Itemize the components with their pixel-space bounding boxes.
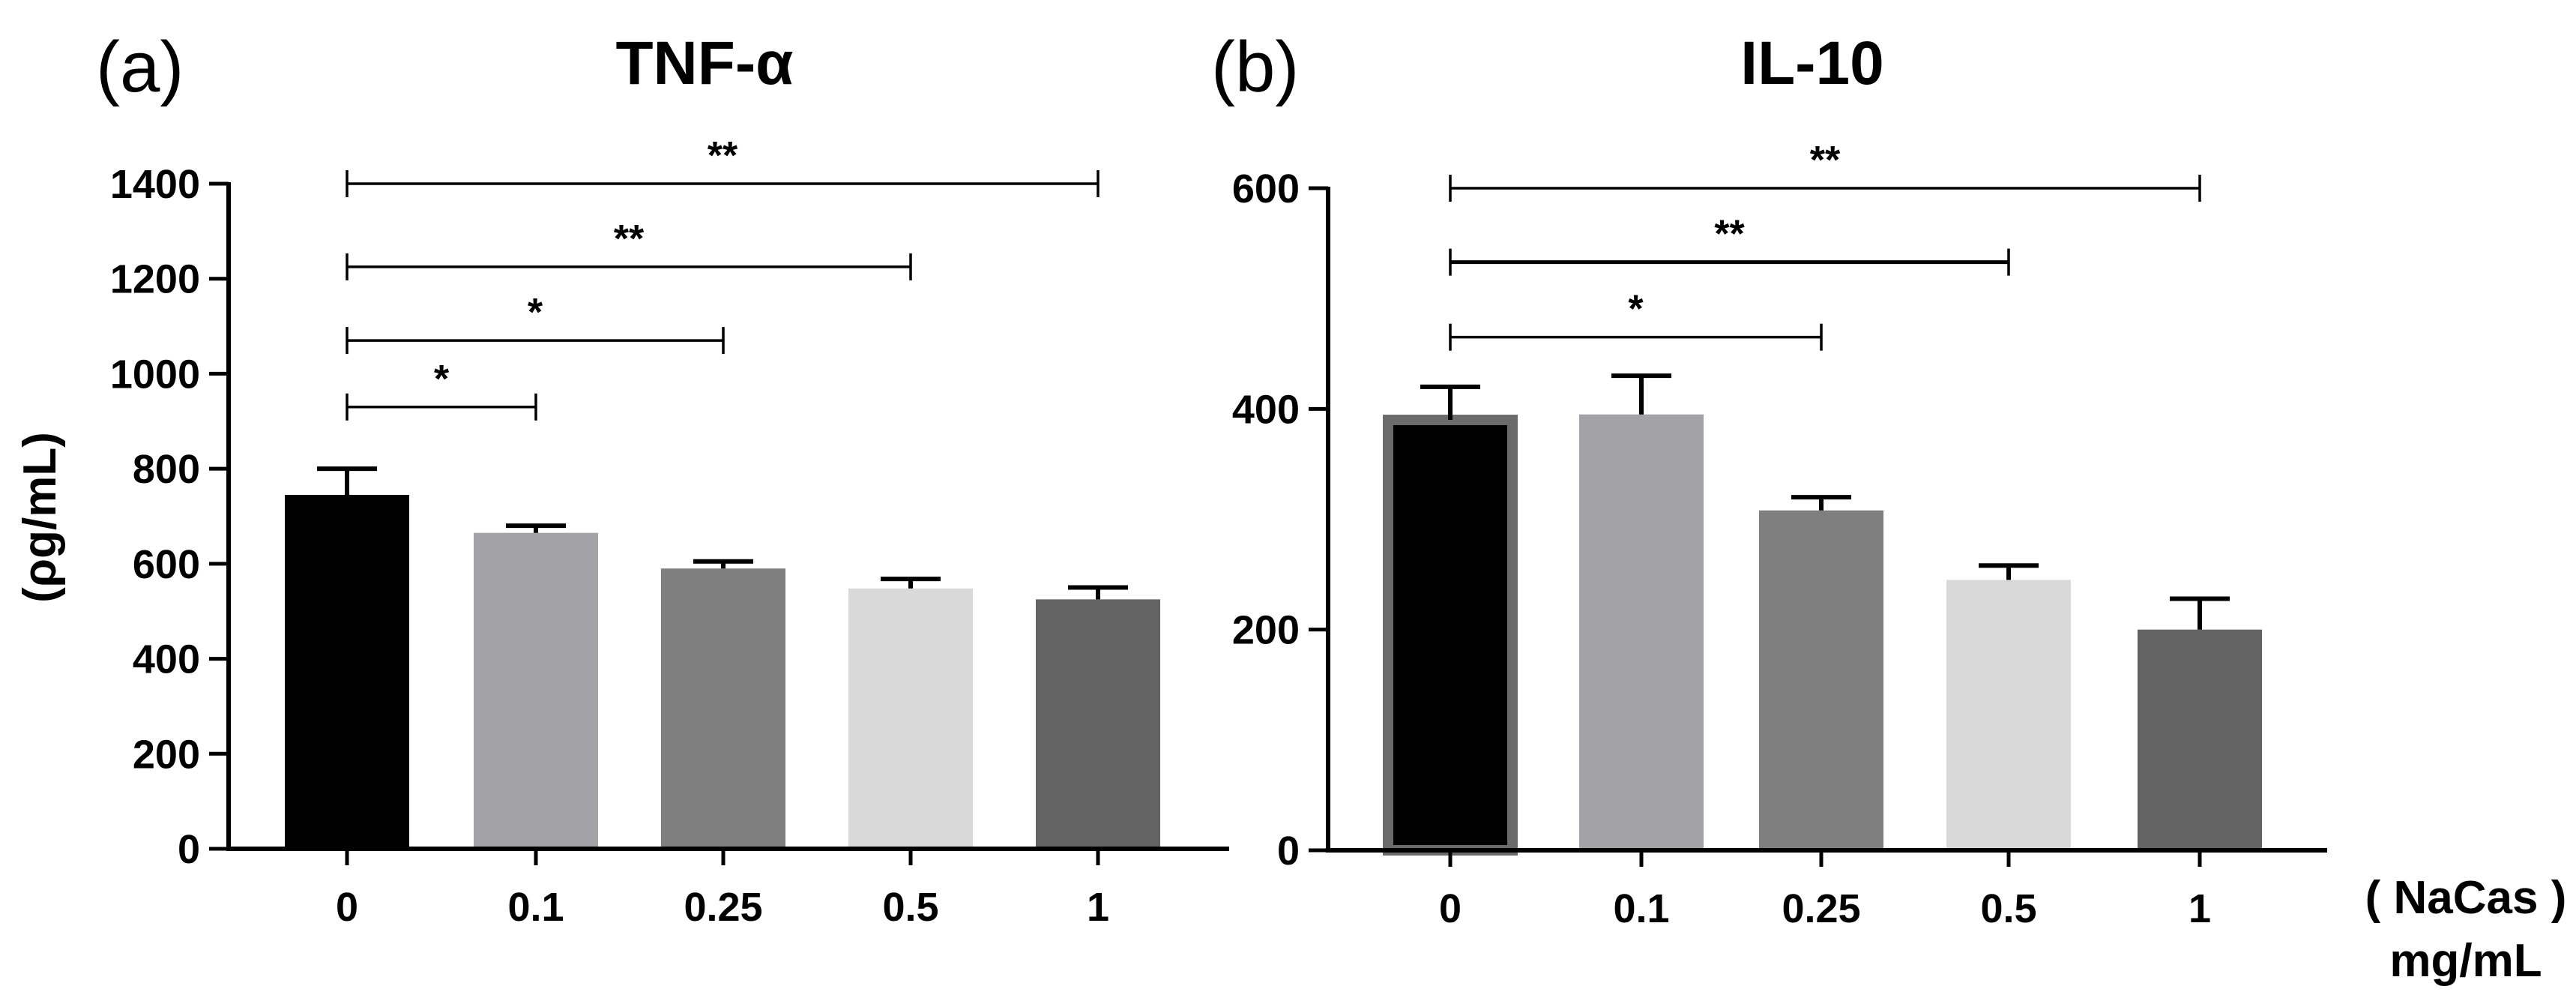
panel-1-x-tick-label-3: 0.5 (1980, 886, 2036, 931)
panel-b-title: IL-10 (1740, 29, 1883, 97)
panel-a-y-axis-label: (ρg/mL) (14, 432, 66, 603)
panel-0-bar-2 (661, 568, 785, 849)
panel-0-x-tick-label-3: 0.5 (882, 885, 938, 930)
panel-1-x-tick-label-2: 0.25 (1782, 886, 1860, 931)
panel-0-y-tick-label-0: 0 (178, 827, 200, 872)
panel-a-title: TNF-α (615, 29, 793, 97)
panel-0-y-tick-label-3: 600 (133, 542, 200, 587)
x-unit-note: ( NaCas ) mg/mL (2365, 872, 2567, 987)
panel-1-bar-2 (1759, 510, 1883, 850)
panel-0-sig-label-1: * (528, 291, 543, 334)
panel-1-y-tick-label-3: 600 (1232, 166, 1300, 211)
panel-0-y-tick-label-2: 400 (133, 637, 200, 682)
panel-b-letter: (b) (1211, 27, 1299, 107)
panel-0-x-tick-label-2: 0.25 (684, 885, 762, 930)
x-unit-note-line1: ( NaCas ) (2365, 872, 2567, 924)
panel-0-y-tick-label-6: 1200 (110, 257, 200, 302)
panel-1-x-tick-label-4: 1 (2189, 886, 2211, 931)
panel-0-y-tick-label-1: 200 (133, 732, 200, 777)
panel-1-bar-3 (1946, 580, 2071, 850)
panel-0-bar-0 (285, 494, 409, 849)
panel-1-bar-0 (1383, 415, 1518, 856)
panel-0-x-tick-label-0: 0 (336, 885, 358, 930)
panel-0-x-tick-label-4: 1 (1087, 885, 1109, 930)
panel-1-bar-1 (1579, 414, 1704, 850)
panel-a-letter: (a) (96, 27, 184, 107)
panel-0-y-tick-label-5: 1000 (110, 352, 200, 397)
panel-1-sig-label-0: * (1628, 288, 1644, 331)
x-unit-note-line2: mg/mL (2389, 935, 2542, 987)
panel-0-sig-label-2: ** (614, 217, 645, 261)
panel-0-sig-label-3: ** (708, 134, 738, 178)
panel-0-bar-1 (474, 532, 598, 849)
panel-0-y-tick-label-7: 1400 (110, 162, 200, 207)
panel-1-y-tick-label-2: 400 (1232, 387, 1300, 432)
panel-0-y-tick-label-4: 800 (133, 447, 200, 492)
panel-1-y-tick-label-1: 200 (1232, 608, 1300, 653)
panel-1-sig-label-1: ** (1714, 213, 1745, 256)
panel-1-x-tick-label-1: 0.1 (1613, 886, 1669, 931)
panel-1-bar-4 (2138, 629, 2262, 850)
panel-0-bar-3 (848, 588, 973, 849)
panel-tnf-alpha: (a) TNF-α (ρg/mL) 0 0.1 0.25 0.5 1 0 200 400 600… (14, 27, 1229, 930)
panel-0-x-tick-label-1: 0.1 (507, 885, 564, 930)
panel-1-sig-label-2: ** (1810, 139, 1841, 182)
panel-1-y-tick-label-0: 0 (1277, 829, 1300, 874)
panel-1-x-tick-label-0: 0 (1439, 886, 1462, 931)
panel-0-bar-4 (1036, 599, 1160, 849)
panel-0-sig-label-0: * (434, 358, 450, 401)
